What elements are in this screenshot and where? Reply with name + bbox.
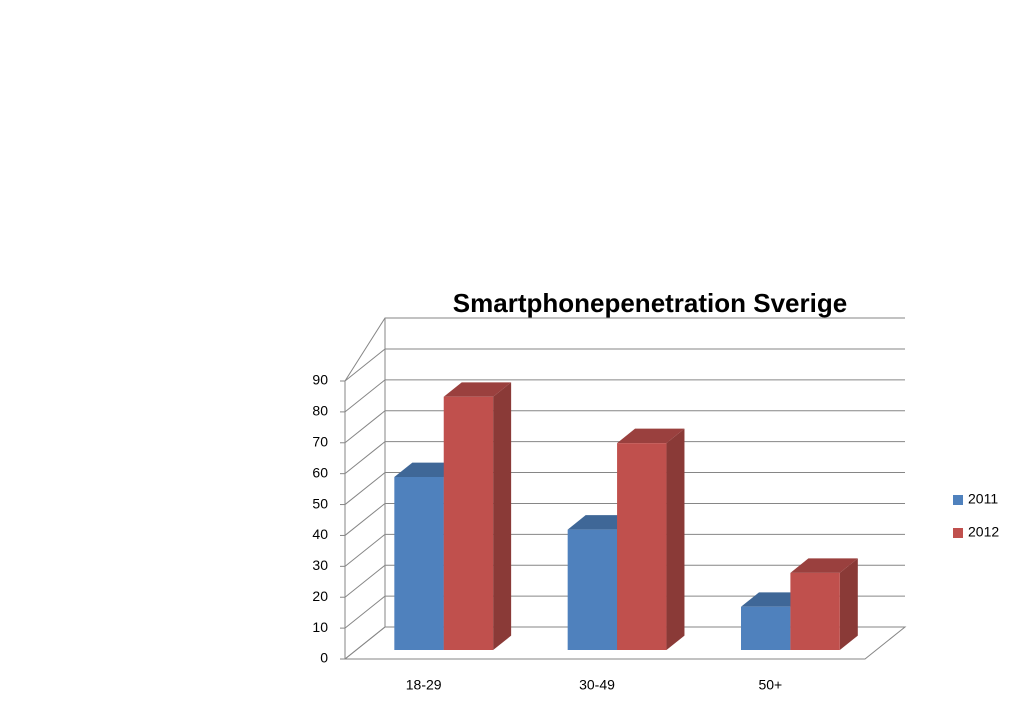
bar-front <box>394 477 444 651</box>
y-tick-label: 50 <box>312 495 328 511</box>
legend-swatch <box>953 528 963 538</box>
x-tick-label: 30-49 <box>579 677 615 693</box>
grid-line <box>344 379 905 413</box>
grid-line <box>344 441 905 475</box>
bar <box>443 382 512 651</box>
bar-top <box>443 382 512 397</box>
bar-side <box>839 558 858 651</box>
grid-line <box>344 348 905 382</box>
bar-front <box>443 396 494 651</box>
y-tick-label: 10 <box>312 619 328 635</box>
bar-side <box>493 382 512 651</box>
y-tick-label: 20 <box>312 588 328 604</box>
y-tick-label: 90 <box>312 372 328 388</box>
bar <box>617 428 685 651</box>
grid-line <box>344 472 905 505</box>
bar-side <box>666 428 685 651</box>
grid-line <box>344 502 905 536</box>
legend-label: 2011 <box>968 491 998 507</box>
bar <box>790 558 858 651</box>
bar-front <box>617 443 667 651</box>
grid-line <box>344 595 905 629</box>
grid-line <box>344 626 905 660</box>
bar-top <box>617 428 685 444</box>
y-tick-label: 30 <box>312 557 328 573</box>
x-tick-label: 18-29 <box>406 677 442 693</box>
grid-line <box>344 564 905 598</box>
chart-title: Smartphonepenetration Sverige <box>453 288 847 318</box>
legend-label: 2012 <box>968 524 999 540</box>
bar-front <box>741 606 791 651</box>
y-tick-label: 70 <box>312 433 328 449</box>
x-tick-label: 50+ <box>758 677 782 693</box>
y-tick-label: 80 <box>312 403 328 419</box>
grid-line <box>344 533 905 567</box>
bar-front <box>567 529 618 651</box>
bar-front <box>790 572 840 651</box>
legend-swatch <box>953 495 963 505</box>
y-tick-label: 60 <box>312 464 328 480</box>
grid-line <box>344 410 905 444</box>
wall-top <box>344 317 905 382</box>
y-tick-label: 0 <box>320 650 328 666</box>
y-tick-label: 40 <box>312 526 328 542</box>
bar-top <box>790 558 858 573</box>
